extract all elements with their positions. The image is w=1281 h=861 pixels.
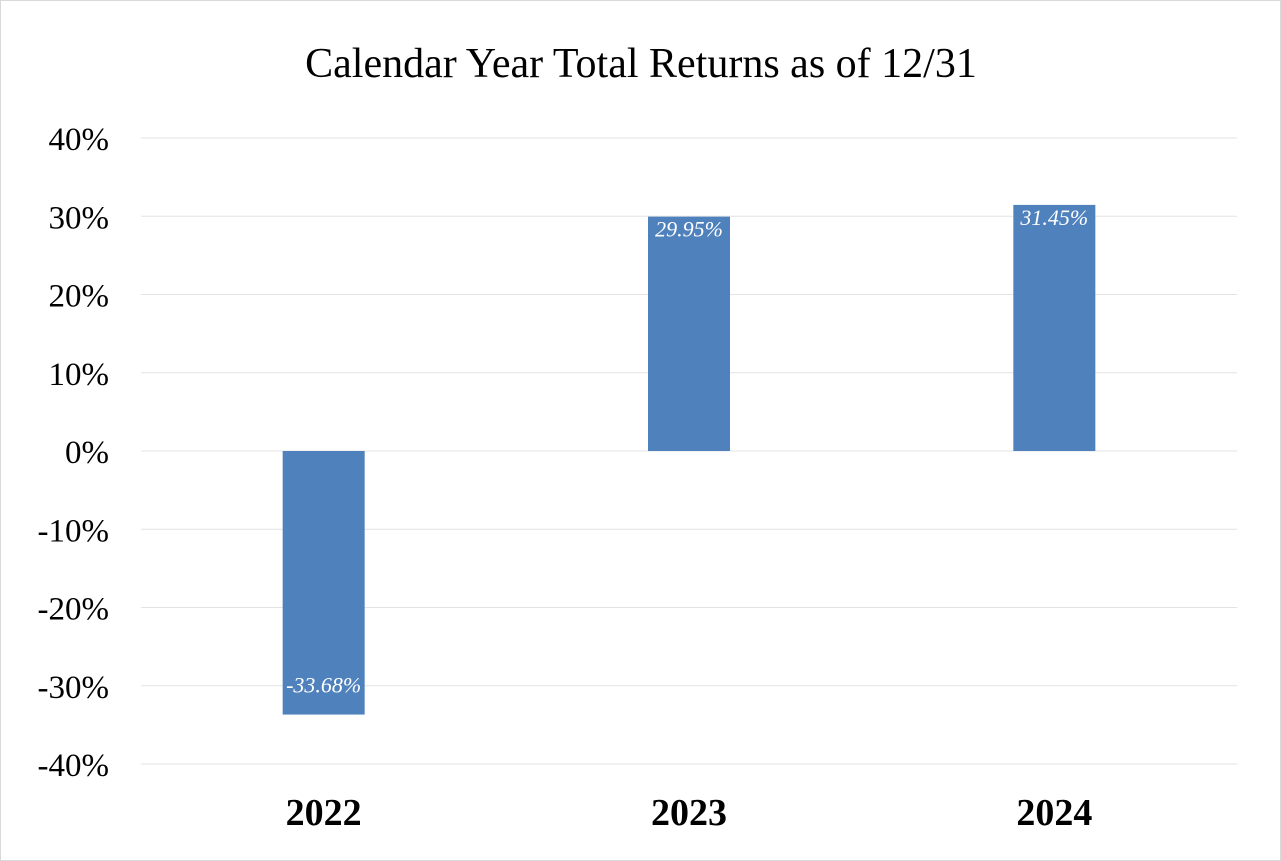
y-tick-label: -30% (38, 670, 109, 706)
x-tick-label-2023: 2023 (651, 792, 727, 834)
x-tick-label-2022: 2022 (286, 792, 362, 834)
x-axis-ticks: 2022 2023 2024 (286, 792, 1093, 834)
bar-2024 (1013, 204, 1096, 451)
y-tick-label: 10% (49, 357, 110, 393)
y-tick-label: -40% (38, 748, 109, 784)
y-tick-label: -20% (38, 592, 109, 628)
chart-title: Calendar Year Total Returns as of 12/31 (305, 41, 977, 87)
y-tick-label: 20% (49, 279, 110, 315)
data-labels: -33.68% 29.95% 31.45% (286, 205, 1088, 698)
y-tick-label: 40% (49, 122, 110, 158)
bar-2023 (648, 216, 730, 451)
y-tick-label: 0% (65, 435, 109, 471)
x-tick-label-2024: 2024 (1016, 792, 1092, 834)
data-label-2022: -33.68% (286, 673, 361, 698)
y-axis-ticks: 40% 30% 20% 10% 0% -10% -20% -30% -40% (38, 122, 109, 784)
data-label-2023: 29.95% (655, 217, 723, 242)
bars (282, 204, 1096, 715)
y-tick-label: -10% (38, 513, 109, 549)
data-label-2024: 31.45% (1019, 205, 1088, 230)
bar-2022 (282, 451, 365, 715)
y-tick-label: 30% (49, 200, 110, 236)
